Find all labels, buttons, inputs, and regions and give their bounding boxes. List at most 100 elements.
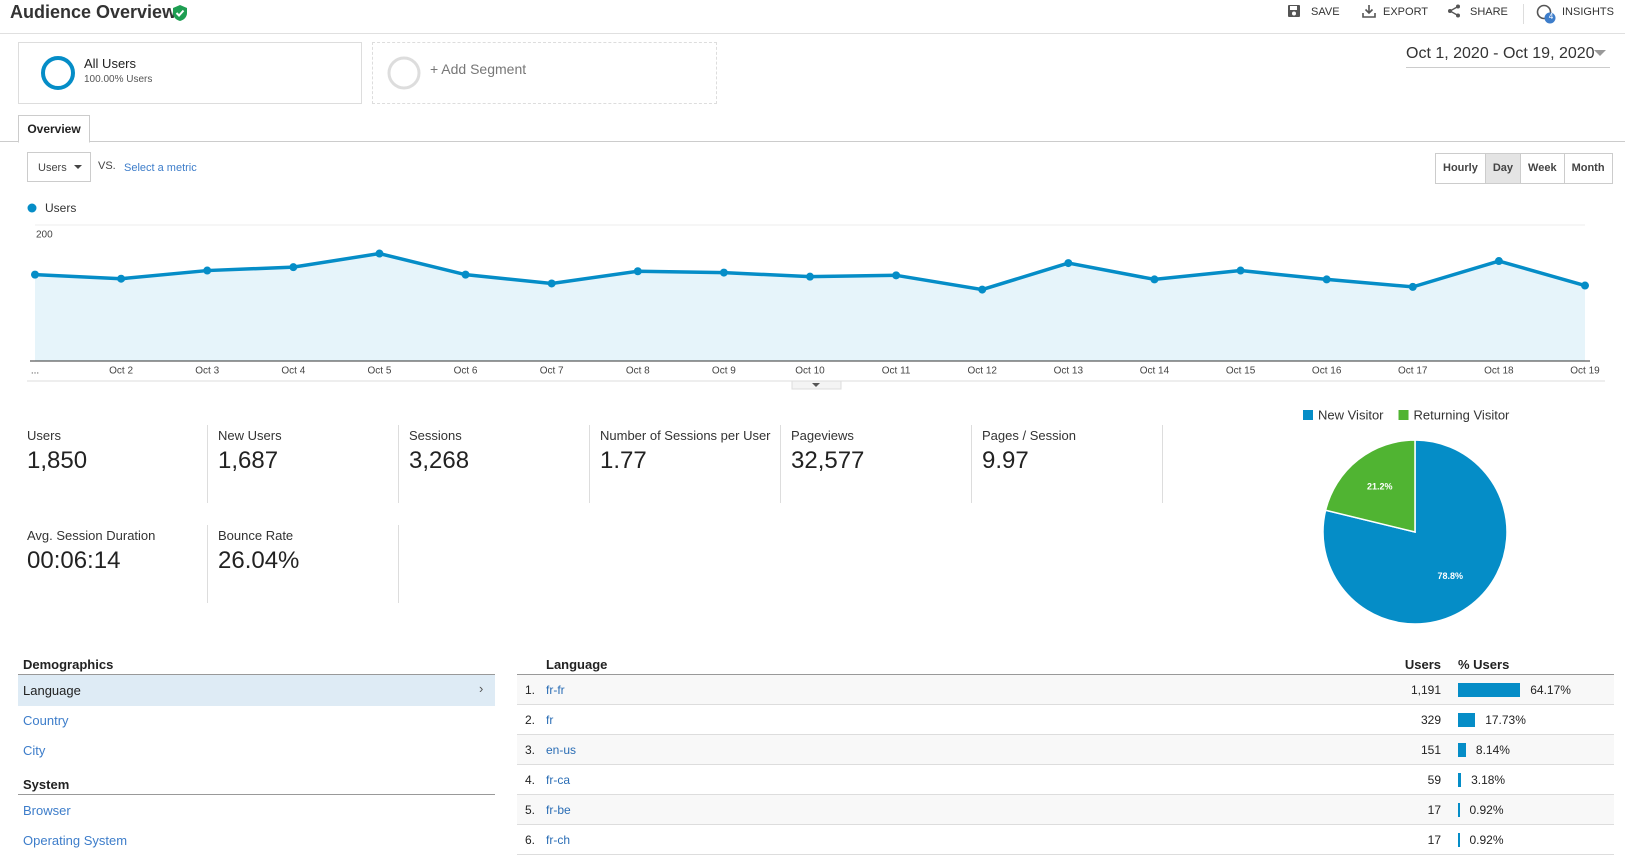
separator: [207, 525, 208, 603]
x-tick-label: Oct 19: [1570, 366, 1600, 377]
table-row: [517, 705, 1614, 735]
row-language[interactable]: fr-ca: [546, 773, 570, 787]
scorecard-value: 3,268: [409, 447, 470, 474]
percent-label: 64.17%: [1530, 683, 1571, 697]
point: [289, 263, 298, 272]
separator: [398, 525, 399, 603]
x-tick-label: Oct 3: [195, 366, 219, 377]
row-language[interactable]: fr-ch: [546, 833, 570, 847]
separator: [780, 425, 781, 503]
percent-bar: [1458, 803, 1460, 817]
date-range[interactable]: Oct 1, 2020 - Oct 19, 2020: [1406, 45, 1610, 68]
insights-icon[interactable]: [1536, 3, 1556, 25]
scorecard-value: 9.97: [982, 447, 1029, 474]
segment-ring: [41, 56, 75, 90]
row-language[interactable]: en-us: [546, 743, 577, 757]
y-tick-label: 200: [36, 230, 53, 241]
point: [117, 274, 126, 283]
scorecard-label: New Users: [218, 428, 282, 443]
add-segment-card[interactable]: [372, 42, 717, 104]
date-caret[interactable]: [1594, 50, 1606, 58]
row-rank: 3.: [525, 743, 536, 757]
export-button[interactable]: EXPORT: [1383, 6, 1429, 18]
legend-label: New Visitor: [1318, 407, 1384, 422]
row-rank: 6.: [525, 833, 536, 847]
dropdown-caret: [74, 165, 82, 169]
legend-label: Users: [45, 201, 76, 215]
divider: [18, 674, 495, 675]
point: [1236, 266, 1245, 275]
scorecard-label: Number of Sessions per User: [600, 428, 771, 443]
insights-button[interactable]: INSIGHTS: [1562, 6, 1614, 18]
add-segment[interactable]: + Add Segment: [430, 61, 527, 77]
percent-label: 0.92%: [1469, 803, 1504, 817]
table-row: [517, 795, 1614, 825]
share-button[interactable]: SHARE: [1470, 6, 1508, 18]
point: [547, 279, 556, 288]
x-tick-label: Oct 6: [454, 366, 478, 377]
segment-share: 100.00% Users: [84, 74, 153, 85]
scorecard-label: Users: [27, 428, 61, 443]
point: [719, 268, 728, 277]
scorecard-label: Bounce Rate: [218, 528, 294, 543]
granularity-button[interactable]: Day: [1484, 154, 1521, 183]
row-users: 151: [1420, 743, 1441, 757]
row-rank: 4.: [525, 773, 536, 787]
section-title: System: [23, 777, 70, 792]
x-tick-label: Oct 18: [1484, 366, 1514, 377]
legend-marker: [1303, 410, 1313, 420]
pie-chart: New Visitor Returning Visitor 78.8% 21.2%: [1303, 407, 1510, 625]
separator: [971, 425, 972, 503]
nav-item[interactable]: City: [23, 743, 46, 758]
segment-card[interactable]: [18, 42, 362, 104]
row-users: 17: [1427, 803, 1441, 817]
save-button[interactable]: SAVE: [1311, 6, 1340, 18]
nav-item[interactable]: Browser: [23, 803, 71, 818]
x-tick-label: Oct 12: [967, 366, 997, 377]
point: [633, 267, 642, 276]
x-tick-label: ...: [31, 366, 39, 377]
column-header: % Users: [1458, 657, 1510, 672]
scorecard-value: 00:06:14: [27, 547, 121, 574]
point: [1494, 257, 1503, 266]
granularity-button[interactable]: Month: [1563, 154, 1612, 183]
row-language[interactable]: fr-fr: [546, 683, 565, 697]
row-language[interactable]: fr-be: [546, 803, 571, 817]
separator: [398, 425, 399, 503]
granularity-button[interactable]: Hourly: [1443, 162, 1478, 174]
legend-marker: [27, 203, 37, 213]
export-icon[interactable]: [1362, 4, 1376, 18]
point: [203, 266, 212, 275]
point: [978, 285, 987, 294]
header: [0, 0, 1625, 34]
table-row: [517, 675, 1614, 705]
point: [1581, 281, 1589, 290]
area: [35, 253, 1585, 361]
scorecard-label: Pageviews: [791, 428, 854, 443]
point: [1064, 259, 1073, 268]
point: [375, 249, 384, 258]
separator: [1162, 425, 1163, 503]
slice-label: 21.2%: [1367, 482, 1393, 492]
nav-selected: [18, 675, 495, 706]
nav-item[interactable]: Country: [23, 713, 69, 728]
nav-item[interactable]: Language: [23, 683, 81, 698]
nav-item[interactable]: Operating System: [23, 833, 128, 848]
save-icon[interactable]: [1287, 4, 1301, 18]
column-header: Users: [1404, 657, 1441, 672]
select-metric[interactable]: Select a metric: [124, 162, 197, 174]
share-icon[interactable]: [1447, 4, 1461, 18]
row-users: 59: [1427, 773, 1441, 787]
scorecard-value: 32,577: [791, 447, 865, 474]
row-users: 329: [1420, 713, 1441, 727]
x-tick-label: Oct 10: [795, 366, 825, 377]
granularity-button[interactable]: Week: [1520, 154, 1564, 183]
row-language[interactable]: fr: [546, 713, 554, 727]
tab[interactable]: Overview: [18, 115, 90, 143]
table-row: [517, 735, 1614, 765]
x-tick-label: Oct 15: [1226, 366, 1256, 377]
separator: [589, 425, 590, 503]
metric-dropdown[interactable]: Users: [27, 152, 91, 182]
